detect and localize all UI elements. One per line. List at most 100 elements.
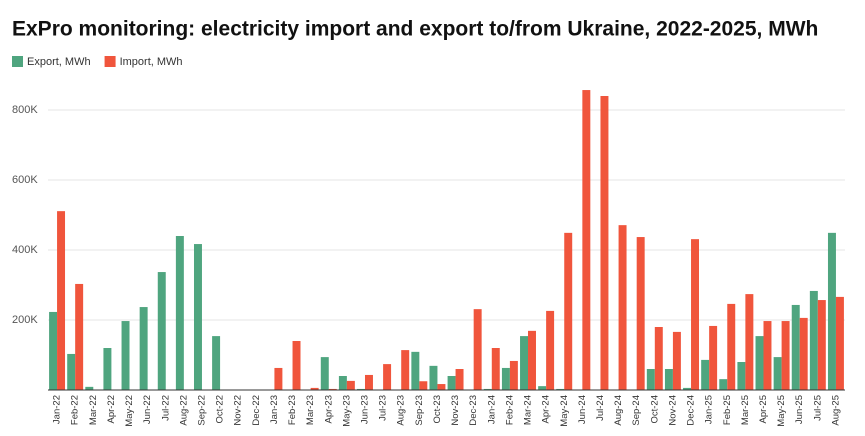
x-tick-label: Nov-24 xyxy=(667,395,678,426)
bar xyxy=(193,244,202,390)
x-tick-label: Sep-23 xyxy=(414,395,425,426)
x-tick-label: Oct-23 xyxy=(432,395,443,424)
chart-title: ExPro monitoring: electricity import and… xyxy=(12,18,818,41)
bar xyxy=(429,365,438,390)
x-tick-label: Aug-23 xyxy=(396,395,407,426)
bar xyxy=(121,321,130,390)
legend-swatch xyxy=(104,56,116,67)
bar xyxy=(175,236,184,390)
bar xyxy=(411,351,420,390)
bar xyxy=(556,388,565,390)
y-tick-label: 600K xyxy=(12,174,38,186)
x-tick-label: Feb-23 xyxy=(287,395,298,425)
bar xyxy=(528,330,536,390)
x-tick-label: Apr-23 xyxy=(323,395,334,424)
x-tick-label: Aug-24 xyxy=(613,395,624,426)
x-tick-label: Dec-24 xyxy=(686,395,697,426)
bar xyxy=(338,376,347,390)
x-tick-label: Sep-22 xyxy=(196,395,207,426)
bar xyxy=(473,309,482,390)
bar xyxy=(618,225,627,390)
bar xyxy=(139,307,148,390)
bar xyxy=(401,350,410,390)
bar xyxy=(383,364,392,390)
x-tick-label: Feb-24 xyxy=(504,395,515,425)
legend-swatch xyxy=(12,56,23,67)
x-tick-label: May-22 xyxy=(124,395,135,427)
bar xyxy=(437,384,446,390)
x-tick-label: Jan-23 xyxy=(269,395,280,424)
x-tick-label: Oct-22 xyxy=(215,395,226,424)
bar xyxy=(328,388,337,390)
bar xyxy=(719,379,728,390)
x-tick-label: Jul-24 xyxy=(595,395,606,421)
x-tick-label: Jul-22 xyxy=(160,395,171,421)
x-tick-label: Mar-25 xyxy=(740,395,751,425)
bar xyxy=(320,357,329,390)
bar xyxy=(636,237,645,390)
x-tick-label: Jan-22 xyxy=(52,395,63,424)
legend-label: Import, MWh xyxy=(120,56,183,68)
y-tick-label: 400K xyxy=(12,244,38,256)
bar xyxy=(817,300,826,390)
x-tick-label: Nov-22 xyxy=(233,395,244,426)
y-tick-label: 800K xyxy=(12,104,38,116)
bar xyxy=(212,336,221,390)
bar xyxy=(491,348,500,390)
bar xyxy=(447,376,456,390)
y-tick-label: 200K xyxy=(12,314,38,326)
x-tick-label: Aug-22 xyxy=(178,395,189,426)
x-tick-label: Jun-23 xyxy=(360,395,371,424)
x-tick-label: Apr-25 xyxy=(758,395,769,424)
x-tick-label: Jul-25 xyxy=(812,395,823,421)
x-tick-label: May-23 xyxy=(341,395,352,427)
bar xyxy=(75,283,84,390)
bar xyxy=(683,387,692,390)
x-tick-label: Sep-24 xyxy=(631,395,642,426)
x-tick-label: Nov-23 xyxy=(450,395,461,426)
bar xyxy=(835,296,844,390)
x-tick-label: Feb-22 xyxy=(70,395,81,425)
x-tick-label: Mar-23 xyxy=(305,395,316,425)
bar xyxy=(85,386,94,390)
x-tick-label: Apr-22 xyxy=(106,395,117,424)
bar xyxy=(538,386,547,390)
bar xyxy=(292,341,301,390)
x-tick-label: Mar-22 xyxy=(88,395,99,425)
bar xyxy=(49,311,58,390)
bar xyxy=(799,317,808,390)
bar xyxy=(791,304,800,390)
x-tick-label: Mar-24 xyxy=(523,395,534,425)
bar xyxy=(654,327,663,390)
bar xyxy=(357,388,365,390)
bar xyxy=(701,359,710,390)
x-tick-label: Dec-23 xyxy=(468,395,479,426)
bar xyxy=(274,367,283,390)
bar xyxy=(600,96,609,390)
bar xyxy=(364,374,373,390)
bar xyxy=(827,232,836,390)
x-tick-label: May-25 xyxy=(776,395,787,427)
legend-label: Export, MWh xyxy=(27,56,91,68)
bar xyxy=(483,388,492,390)
bar xyxy=(709,325,718,390)
x-tick-label: Jun-22 xyxy=(142,395,153,424)
bar xyxy=(310,387,319,390)
x-tick-label: Jan-24 xyxy=(486,395,497,424)
bar xyxy=(646,369,655,390)
bar xyxy=(67,353,76,390)
x-tick-label: Oct-24 xyxy=(649,395,660,424)
x-tick-label: May-24 xyxy=(559,395,570,427)
bar xyxy=(745,294,754,390)
bar xyxy=(582,90,591,391)
bar xyxy=(346,380,355,390)
bar xyxy=(419,381,428,390)
bar xyxy=(157,272,166,390)
bar xyxy=(455,369,464,390)
bar xyxy=(672,331,681,390)
bar xyxy=(809,290,818,390)
x-tick-label: Jun-25 xyxy=(794,395,805,424)
bar xyxy=(664,369,673,390)
bar xyxy=(520,336,529,390)
x-tick-label: Apr-24 xyxy=(541,395,552,424)
